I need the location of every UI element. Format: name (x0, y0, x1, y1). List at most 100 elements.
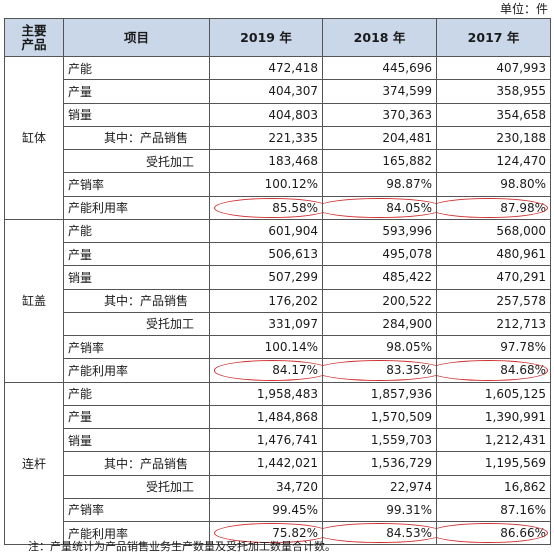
value-text: 593,996 (382, 223, 432, 238)
value-text: 506,613 (268, 247, 318, 262)
item-label: 其中：产品销售 (63, 288, 210, 313)
value-2019: 34,720 (209, 474, 323, 499)
product-name: 连杆 (4, 381, 64, 546)
value-text: 16,862 (504, 479, 546, 494)
value-text: 485,422 (382, 270, 432, 285)
value-text: 165,882 (382, 154, 432, 169)
value-text: 86.66% (500, 526, 546, 541)
value-2018: 370,363 (322, 102, 437, 127)
value-text: 87.98% (500, 200, 546, 215)
value-text: 568,000 (496, 223, 546, 238)
table-body: 缸体 产能 472,418 445,696 407,993 产量 404,307 374,59… (4, 55, 551, 546)
value-2019: 100.12% (209, 172, 323, 197)
value-text: 83.35% (386, 363, 432, 378)
value-text: 1,390,991 (484, 409, 546, 424)
table-row: 其中：产品销售 1,442,021 1,536,729 1,195,569 (5, 451, 551, 476)
value-2018: 1,536,729 (322, 451, 437, 476)
item-label: 产销率 (63, 334, 210, 360)
value-text: 1,195,569 (484, 456, 546, 471)
value-text: 1,476,741 (256, 433, 318, 448)
table-row: 销量 507,299 485,422 470,291 (5, 265, 551, 290)
value-text: 331,097 (268, 316, 318, 331)
value-text: 98.05% (386, 340, 432, 355)
value-2017: 354,658 (436, 102, 551, 127)
value-text: 221,335 (268, 130, 318, 145)
item-label: 受托加工 (63, 474, 210, 499)
table-row: 产销率 100.14% 98.05% 97.78% (5, 334, 551, 360)
value-2017: 86.66% (436, 520, 551, 546)
value-2018: 204,481 (322, 125, 437, 151)
capacity-table: 主要 产品 项目 2019 年 2018 年 2017 年 缸体 产能 472,41… (4, 18, 551, 546)
item-label: 产量 (63, 241, 210, 267)
header-2017: 2017 年 (436, 18, 551, 57)
unit-label: 单位：件 (499, 2, 548, 16)
value-text: 75.82% (272, 526, 318, 541)
value-2019: 507,299 (209, 265, 323, 290)
value-2018: 284,900 (322, 311, 437, 337)
value-2018: 593,996 (322, 218, 437, 244)
value-text: 99.45% (272, 502, 318, 517)
value-text: 200,522 (382, 293, 432, 308)
value-2019: 85.58% (209, 195, 323, 220)
table-row: 产销率 99.45% 99.31% 87.16% (5, 497, 551, 523)
value-2017: 470,291 (436, 265, 551, 290)
table-row: 产量 506,613 495,078 480,961 (5, 241, 551, 267)
value-text: 354,658 (496, 107, 546, 122)
value-2018: 495,078 (322, 241, 437, 267)
value-2017: 16,862 (436, 474, 551, 499)
item-label: 产能 (63, 218, 210, 244)
value-2017: 1,195,569 (436, 451, 551, 476)
item-label: 销量 (63, 102, 210, 127)
value-2019: 84.17% (209, 358, 323, 383)
table-row: 产销率 100.12% 98.87% 98.80% (5, 172, 551, 197)
value-text: 472,418 (268, 61, 318, 76)
value-text: 404,803 (268, 107, 318, 122)
table-row: 连杆 产能 1,958,483 1,857,936 1,605,125 (4, 381, 551, 546)
item-label: 产能 (63, 55, 210, 81)
item-label: 受托加工 (63, 311, 210, 337)
value-2017: 87.16% (436, 497, 551, 523)
value-text: 230,188 (496, 130, 546, 145)
value-text: 98.87% (386, 177, 432, 192)
value-text: 284,900 (382, 316, 432, 331)
item-label: 受托加工 (63, 148, 210, 174)
table-row: 销量 404,803 370,363 354,658 (5, 102, 551, 127)
item-label: 产销率 (63, 172, 210, 197)
value-text: 1,570,509 (370, 409, 432, 424)
table-row: 受托加工 34,720 22,974 16,862 (5, 474, 551, 499)
value-text: 99.31% (386, 502, 432, 517)
value-text: 98.80% (500, 177, 546, 192)
value-2018: 165,882 (322, 148, 437, 174)
value-2019: 176,202 (209, 288, 323, 313)
value-text: 34,720 (276, 479, 318, 494)
value-2017: 84.68% (436, 358, 551, 383)
value-2018: 22,974 (322, 474, 437, 499)
table-row: 受托加工 183,468 165,882 124,470 (5, 148, 551, 174)
value-text: 22,974 (390, 479, 432, 494)
value-text: 1,484,868 (256, 409, 318, 424)
value-text: 100.12% (264, 177, 318, 192)
value-text: 212,713 (496, 316, 546, 331)
product-name: 缸体 (4, 56, 64, 220)
value-text: 1,559,703 (370, 433, 432, 448)
value-text: 470,291 (496, 270, 546, 285)
value-2019: 404,307 (209, 79, 323, 104)
value-2017: 568,000 (436, 218, 551, 244)
table-row: 其中：产品销售 176,202 200,522 257,578 (5, 288, 551, 313)
item-label: 产能利用率 (63, 195, 210, 220)
value-text: 84.68% (500, 363, 546, 378)
value-text: 358,955 (496, 84, 546, 99)
value-text: 85.58% (272, 200, 318, 215)
value-2019: 404,803 (209, 102, 323, 127)
value-text: 407,993 (496, 61, 546, 76)
value-text: 370,363 (382, 107, 432, 122)
value-2019: 331,097 (209, 311, 323, 337)
value-2019: 1,476,741 (209, 427, 323, 453)
value-2018: 1,570,509 (322, 404, 437, 430)
item-label: 产能利用率 (63, 520, 210, 546)
value-2019: 99.45% (209, 497, 323, 523)
value-text: 1,958,483 (256, 386, 318, 401)
table-row: 产量 404,307 374,599 358,955 (5, 79, 551, 104)
value-text: 176,202 (268, 293, 318, 308)
item-label: 销量 (63, 427, 210, 453)
